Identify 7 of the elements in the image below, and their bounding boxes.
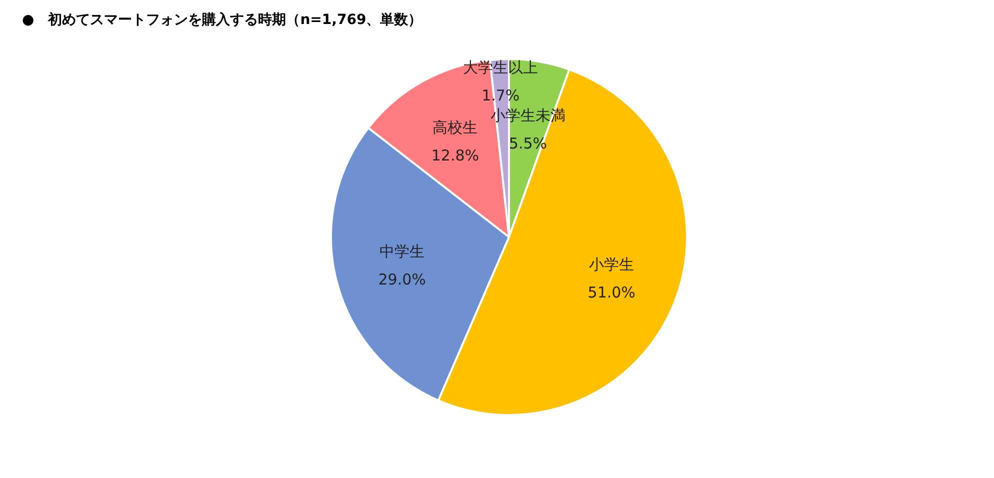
slice-label: 高校生 xyxy=(432,118,478,137)
data-label: 51.0% xyxy=(588,284,636,302)
slice-label: 小学生 xyxy=(589,256,634,274)
data-label: 12.8% xyxy=(431,146,480,165)
data-label: 29.0% xyxy=(378,270,426,288)
chart-title: ● 初めてスマートフォンを購入する時期（n=1,769、単数） xyxy=(22,11,422,28)
slice-label: 中学生 xyxy=(380,242,425,260)
